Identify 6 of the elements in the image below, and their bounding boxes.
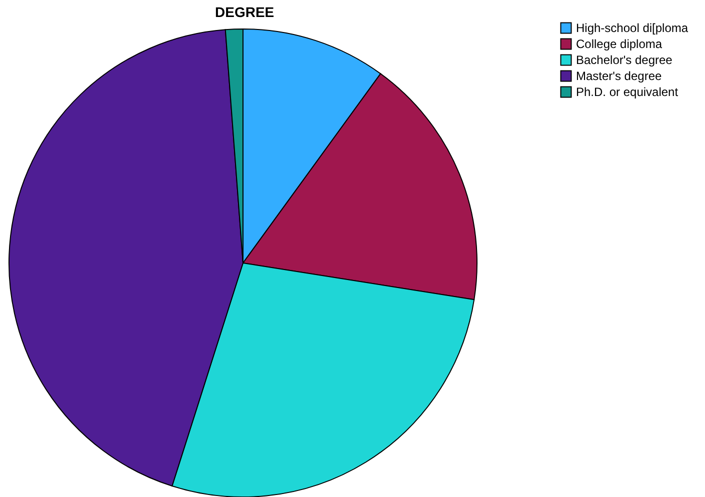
legend-label: Master's degree [576, 69, 662, 83]
legend-label: Ph.D. or equivalent [576, 85, 679, 99]
legend-label: College diploma [576, 37, 662, 51]
chart-title: DEGREE [215, 4, 274, 20]
legend-label: High-school di[ploma [576, 21, 688, 35]
legend-label: Bachelor's degree [576, 53, 673, 67]
